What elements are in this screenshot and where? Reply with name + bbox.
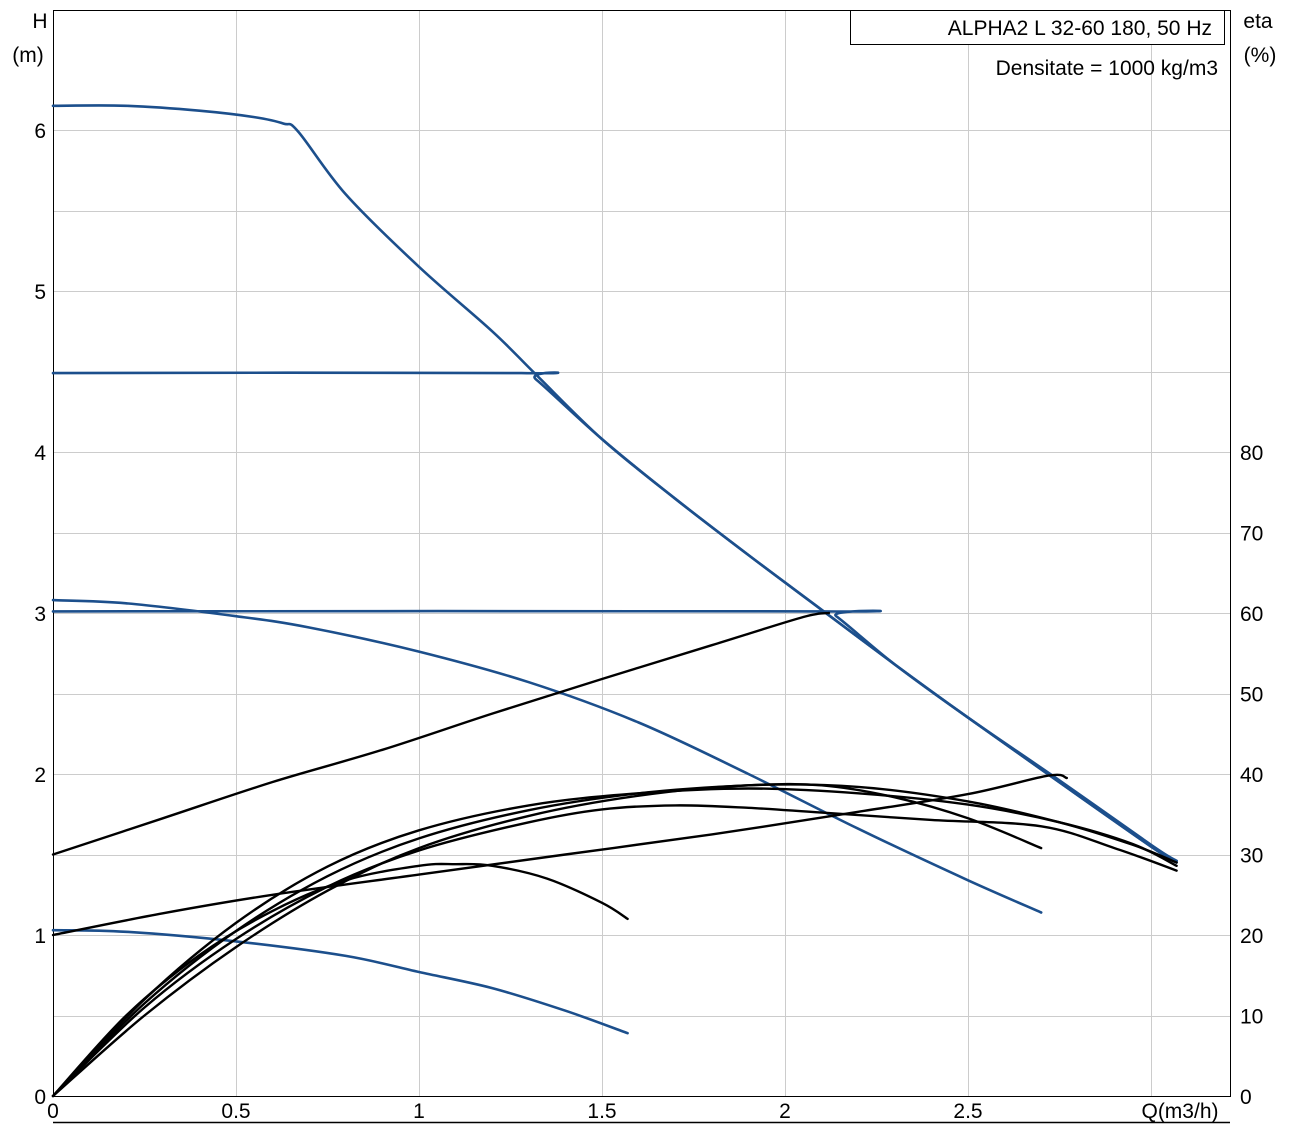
efficiency-curve-12 [51, 787, 1178, 1098]
left-tick-label: 2 [34, 764, 46, 787]
head-curve-5 [51, 928, 629, 1035]
x-tick-label: 1 [413, 1100, 425, 1123]
right-tick-label: 10 [1240, 1006, 1263, 1029]
head-curve-2 [51, 371, 1178, 863]
right-tick-label: 20 [1240, 925, 1263, 948]
x-tick-label: 0 [47, 1100, 59, 1123]
right-tick-label: 30 [1240, 845, 1263, 868]
head-curve-3 [51, 609, 1178, 863]
efficiency-curve-7 [51, 773, 1068, 937]
efficiency-curve-10 [51, 782, 1043, 1098]
left-tick-label: 4 [34, 442, 46, 465]
x-tick-label: 0.5 [221, 1100, 250, 1123]
curve-group [51, 104, 1178, 1098]
left-tick-label: 5 [34, 281, 46, 304]
title-box [850, 10, 1225, 45]
right-tick-label: 70 [1240, 523, 1263, 546]
right-axis-label-line2: (%) [1244, 44, 1277, 67]
left-tick-label: 6 [34, 120, 46, 143]
efficiency-curve-8 [51, 862, 629, 1098]
left-axis-label-line2: (m) [12, 44, 43, 67]
left-tick-label: 0 [34, 1086, 46, 1109]
plot-frame [53, 10, 1231, 1097]
x-tick-label: 2 [779, 1100, 791, 1123]
right-tick-label: 80 [1240, 442, 1263, 465]
efficiency-curve-9 [51, 804, 1178, 1098]
chart-grid [53, 10, 1230, 1096]
head-curve-4 [51, 598, 1043, 914]
chart-title: ALPHA2 L 32-60 180, 50 Hz [948, 17, 1212, 40]
efficiency-curve-6 [51, 611, 831, 856]
right-tick-label: 40 [1240, 764, 1263, 787]
chart-subtitle: Densitate = 1000 kg/m3 [996, 57, 1218, 80]
left-tick-label: 1 [34, 925, 46, 948]
right-tick-label: 60 [1240, 603, 1263, 626]
left-axis-label-line1: H [32, 10, 47, 33]
left-tick-label: 3 [34, 603, 46, 626]
head-curve-1 [51, 104, 1178, 864]
right-axis-label-line1: eta [1243, 10, 1273, 33]
right-tick-label: 0 [1240, 1086, 1252, 1109]
x-tick-label: 1.5 [587, 1100, 616, 1123]
right-tick-label: 50 [1240, 684, 1263, 707]
x-axis-label: Q(m3/h) [1141, 1100, 1218, 1123]
x-tick-label: 2.5 [953, 1100, 982, 1123]
